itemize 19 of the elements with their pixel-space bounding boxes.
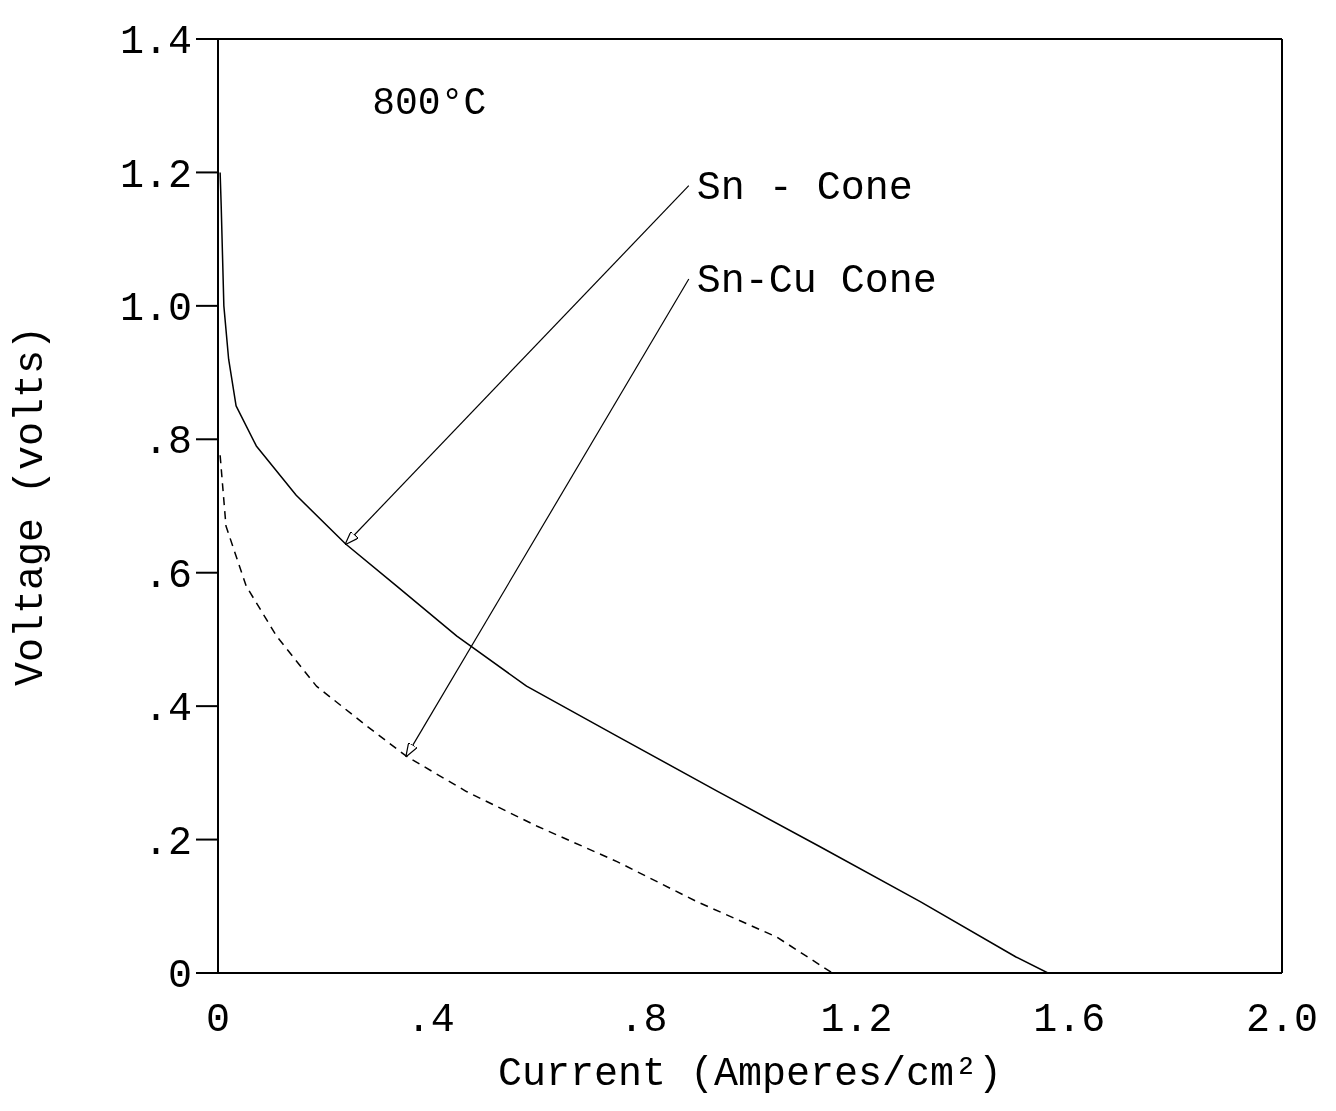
y-tick-label: .4 xyxy=(143,687,192,733)
y-tick-label: 1.0 xyxy=(119,287,192,333)
annotation: 800°C xyxy=(372,81,487,125)
x-axis-title: Current (Amperes/cm²) xyxy=(497,1052,1003,1097)
x-tick-label: 1.6 xyxy=(1033,998,1106,1044)
y-tick-label: 0 xyxy=(167,954,192,1000)
y-tick-label: 1.4 xyxy=(119,20,192,66)
x-tick-label: 2.0 xyxy=(1245,998,1319,1044)
x-tick-label: .4 xyxy=(406,998,455,1044)
y-tick-label: 1.2 xyxy=(119,153,192,199)
x-tick-label: 1.2 xyxy=(820,998,893,1044)
y-axis-title: Voltage (volts) xyxy=(9,325,55,687)
x-tick-label: .8 xyxy=(619,998,668,1044)
y-tick-label: .8 xyxy=(143,420,192,466)
y-tick-label: .6 xyxy=(143,553,192,599)
annotation: Sn-Cu Cone xyxy=(696,259,937,305)
annotation: Sn - Cone xyxy=(696,165,913,211)
y-tick-label: .2 xyxy=(143,820,192,866)
x-tick-label: 0 xyxy=(205,998,231,1044)
